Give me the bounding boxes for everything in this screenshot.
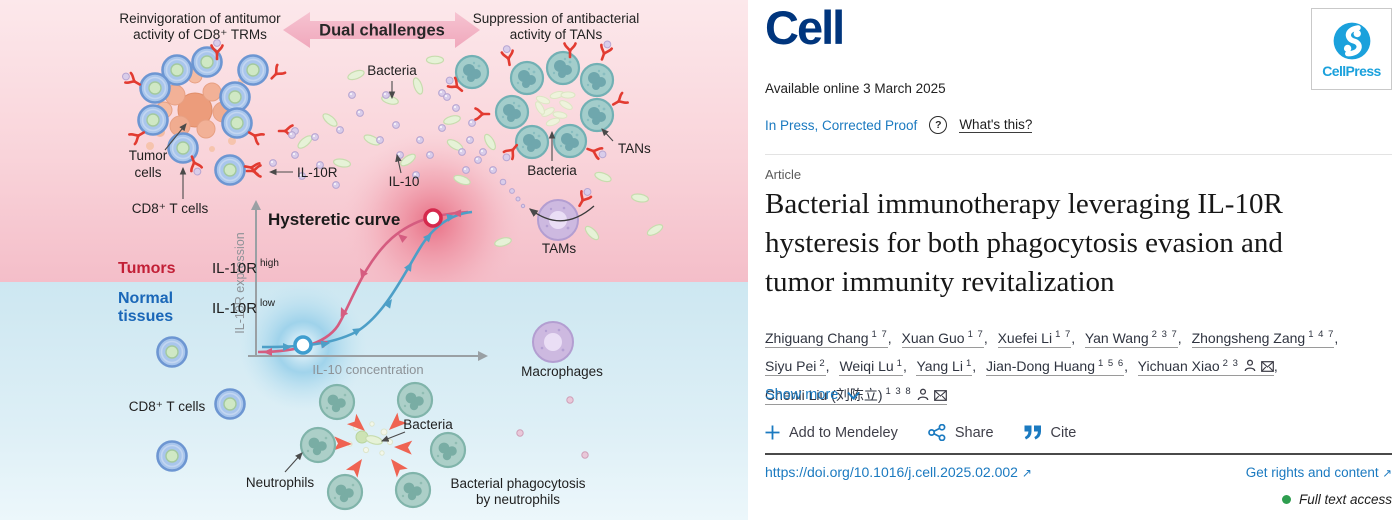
envelope-icon — [1260, 361, 1274, 373]
get-rights-link[interactable]: Get rights and content ↗ — [1245, 465, 1392, 480]
person-icon — [917, 388, 928, 401]
divider — [765, 154, 1392, 155]
neutrophil-cluster — [299, 381, 467, 511]
cell-journal-logo[interactable]: Cell — [765, 1, 845, 54]
legend-normal-line2: tissues — [118, 308, 173, 325]
article-type-label: Article — [765, 167, 802, 182]
header-left-line1: Reinvigoration of antitumor — [119, 11, 281, 26]
legend-il10r-high: IL-10R — [212, 260, 257, 277]
cellpress-icon — [1333, 22, 1370, 59]
author-separator: , — [902, 358, 907, 375]
divider — [765, 453, 1392, 455]
label-macrophages: Macrophages — [521, 364, 603, 379]
author-link[interactable]: Yang Li 1 — [916, 357, 973, 377]
author-link[interactable]: Yichuan Xiao 2 3 — [1137, 358, 1274, 377]
chevron-down-icon — [847, 391, 861, 400]
label-bacteria-top: Bacteria — [367, 63, 417, 78]
cite-button[interactable]: Cite — [1024, 425, 1076, 441]
header-right-line1: Suppression of antibacterial — [473, 11, 640, 26]
label-phagocytosis-line2: by neutrophils — [476, 492, 560, 507]
label-tumor-cells-line1: Tumor — [129, 148, 168, 163]
legend-il10r-low-sup: low — [260, 298, 276, 309]
author-separator: , — [1177, 329, 1182, 346]
header-left-line2: activity of CD8⁺ TRMs — [133, 27, 267, 42]
share-button[interactable]: Share — [927, 424, 994, 441]
author-link[interactable]: Chenli Liu (刘陈立) 1 3 8 — [765, 386, 947, 405]
pink-dot — [566, 396, 574, 404]
label-phagocytosis-line1: Bacterial phagocytosis — [450, 476, 585, 491]
author-link[interactable]: Jian-Dong Huang 1 5 6 — [986, 357, 1125, 377]
external-link-icon: ↗ — [1021, 466, 1032, 480]
il10-molecules — [269, 89, 526, 209]
author-link[interactable]: Weiqi Lu 1 — [839, 357, 903, 377]
plus-icon — [765, 425, 780, 440]
hysteresis-plot: IL-10R expression IL-10 concentration Hy… — [233, 200, 488, 377]
graphical-abstract-svg: Reinvigoration of antitumor activity of … — [0, 0, 748, 520]
person-icon — [1244, 359, 1256, 372]
plot-ylabel: IL-10R expression — [233, 232, 247, 333]
article-panel: Cell CellPress Available online 3 March … — [748, 0, 1400, 520]
label-bacteria-bottom: Bacteria — [403, 417, 453, 432]
author-link[interactable]: Xuefei Li 1 7 — [997, 329, 1072, 348]
label-tans: TANs — [618, 141, 651, 156]
access-status-label: Full text access — [1298, 492, 1392, 507]
author-list: Zhiguang Chang 1 7, Xuan Guo 1 7, Xuefei L… — [765, 322, 1392, 408]
author-link[interactable]: Siyu Pei 2 — [765, 357, 826, 377]
pink-dot — [581, 451, 589, 459]
author-separator: , — [887, 329, 892, 346]
high-state-marker — [423, 208, 443, 228]
label-il10: IL-10 — [389, 174, 420, 189]
author-link[interactable]: Zhiguang Chang 1 7 — [765, 329, 888, 348]
author-separator: , — [1124, 358, 1129, 375]
dual-challenges-label: Dual challenges — [319, 22, 445, 40]
author-separator: , — [983, 329, 988, 346]
bacteria-pile-bottom — [347, 421, 394, 456]
header-right-line2: activity of TANs — [510, 27, 603, 42]
article-title: Bacterial immunotherapy leveraging IL-10… — [765, 188, 1283, 298]
author-separator: , — [1071, 329, 1076, 346]
pink-dot — [516, 429, 524, 437]
envelope-icon — [933, 390, 947, 401]
plot-title: Hysteretic curve — [268, 210, 400, 229]
legend-tumors: Tumors — [118, 260, 176, 277]
add-to-mendeley-button[interactable]: Add to Mendeley — [765, 425, 898, 441]
label-bacteria-right: Bacteria — [527, 163, 577, 178]
author-separator: , — [1334, 329, 1339, 346]
label-il10r: IL-10R — [297, 165, 338, 180]
label-cd8-t-cells-bottom: CD8⁺ T cells — [129, 399, 206, 414]
show-more-button[interactable]: Show more — [765, 387, 1392, 403]
plot-xlabel: IL-10 concentration — [312, 362, 423, 377]
author-separator: , — [825, 358, 830, 375]
macrophage-cell — [532, 321, 574, 363]
external-link-icon: ↗ — [1382, 468, 1392, 480]
label-neutrophils: Neutrophils — [246, 475, 315, 490]
whats-this-link[interactable]: What's this? — [959, 117, 1033, 133]
open-access-dot-icon — [1281, 495, 1291, 504]
label-cd8-t-cells-top: CD8⁺ T cells — [132, 201, 209, 216]
cellpress-logo[interactable]: CellPress — [1311, 8, 1392, 90]
share-icon — [927, 424, 946, 441]
author-separator: , — [972, 358, 977, 375]
low-state-marker — [293, 335, 313, 355]
author-link[interactable]: Yan Wang 2 3 7 — [1084, 329, 1178, 348]
author-link[interactable]: Zhongsheng Zang 1 4 7 — [1191, 329, 1335, 348]
help-icon[interactable]: ? — [929, 116, 948, 134]
label-tumor-cells-line2: cells — [134, 165, 161, 180]
in-press-link[interactable]: In Press, Corrected Proof — [765, 117, 918, 133]
legend-normal-line1: Normal — [118, 290, 173, 307]
quote-icon — [1024, 425, 1041, 440]
graphical-abstract-image[interactable]: Reinvigoration of antitumor activity of … — [0, 0, 748, 520]
legend-il10r-high-sup: high — [260, 258, 279, 269]
tam-cell — [528, 186, 594, 241]
dual-challenges-arrow — [283, 12, 480, 48]
available-online-date: Available online 3 March 2025 — [765, 81, 946, 96]
legend-il10r-low: IL-10R — [212, 300, 257, 317]
author-link[interactable]: Xuan Guo 1 7 — [901, 329, 984, 348]
cellpress-label: CellPress — [1322, 62, 1381, 79]
label-tams: TAMs — [542, 241, 576, 256]
author-separator: , — [1273, 358, 1278, 375]
doi-link[interactable]: https://doi.org/10.1016/j.cell.2025.02.0… — [765, 464, 1032, 480]
